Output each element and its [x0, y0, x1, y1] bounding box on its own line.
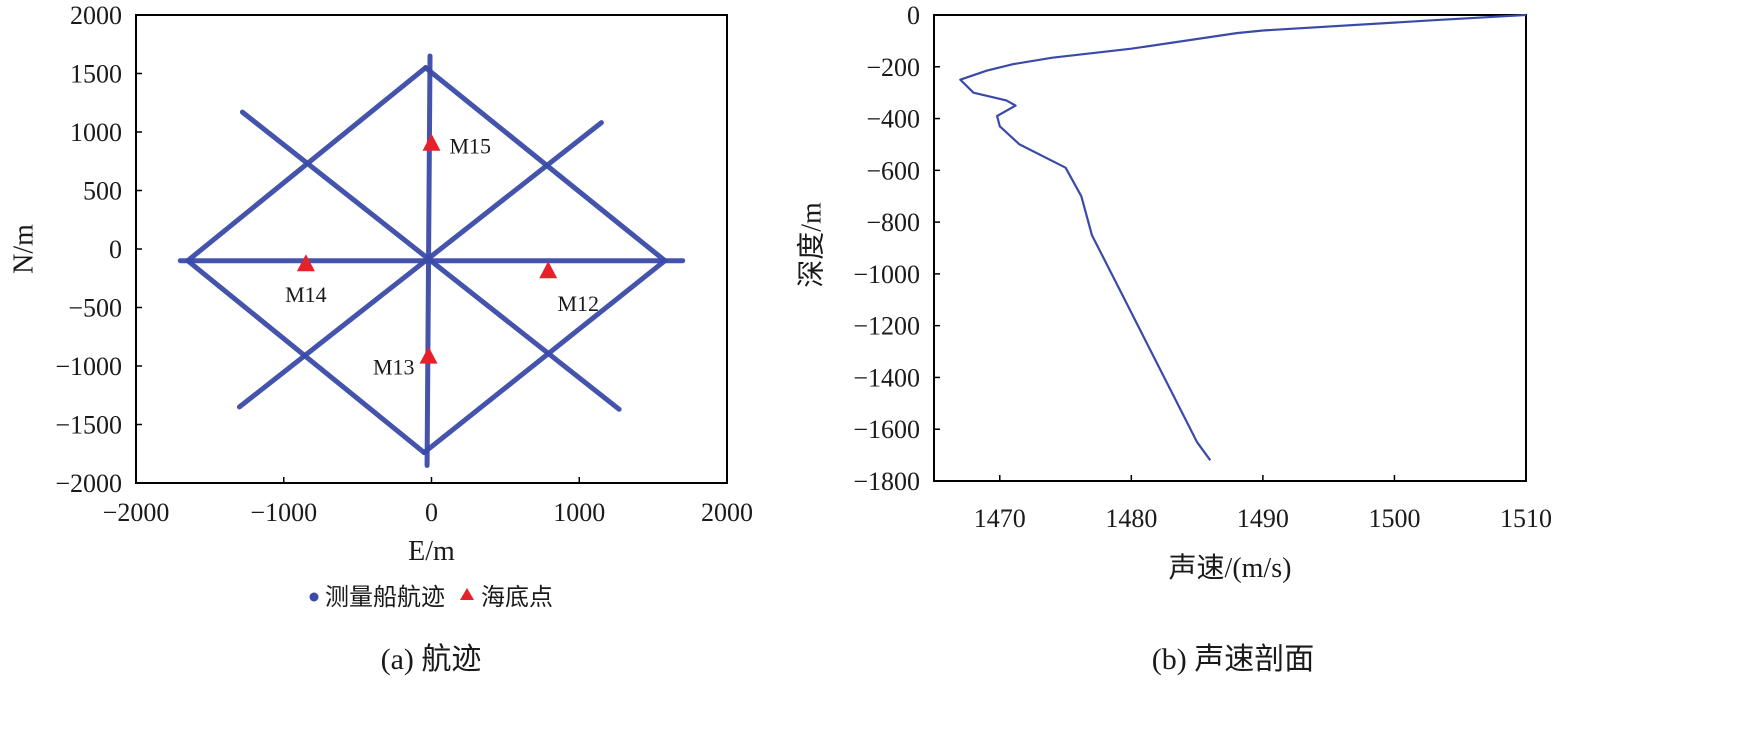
chart-b-x-tick-label: 1490 — [1237, 504, 1289, 533]
chart-b-x-tick-label: 1480 — [1105, 504, 1157, 533]
chart-b-y-tick-label: −1600 — [853, 415, 920, 444]
chart-a-track-line — [421, 258, 668, 456]
legend-label: 测量船航迹 — [325, 584, 445, 611]
chart-b-sound-speed-line — [959, 13, 1527, 461]
chart-a-seabed-point-marker — [296, 254, 315, 272]
chart-a-y-tick-label: 1500 — [70, 60, 122, 89]
chart-b-x-tick-label: 1510 — [1500, 504, 1552, 533]
chart-b-y-tick-label: −600 — [866, 156, 920, 185]
chart-a-track-line — [185, 65, 429, 264]
chart-b-y-tick-label: −800 — [866, 208, 920, 237]
chart-a-x-tick-label: 2000 — [701, 498, 753, 527]
chart-a-track-series — [177, 53, 686, 468]
chart-a-y-tick-label: −1000 — [55, 352, 122, 381]
chart-a-y-axis-title: N/m — [8, 224, 39, 274]
chart-b-y-tick-label: −1800 — [853, 467, 920, 496]
chart-a-y-tick-label: 0 — [109, 235, 122, 264]
chart-b-y-tick-label: −1400 — [853, 363, 920, 392]
chart-a-y-tick-label: −1500 — [55, 411, 122, 440]
chart-a-track-line — [239, 109, 622, 412]
legend-triangle-icon — [460, 588, 474, 600]
chart-a-y-tick-label: −2000 — [55, 469, 122, 498]
legend-label: 海底点 — [481, 584, 553, 611]
chart-a-seabed-point-label: M13 — [373, 355, 415, 380]
chart-a-seabed-point-label: M12 — [557, 291, 599, 316]
chart-b-plot-frame — [933, 14, 1527, 482]
chart-a-x-tick-label: 1000 — [553, 498, 605, 527]
chart-a-y-tick-label: 2000 — [70, 1, 122, 30]
chart-b-x-axis-title: 声速/(m/s) — [1169, 552, 1292, 584]
chart-a-y-tick-label: 1000 — [70, 118, 122, 147]
chart-a-x-tick-label: −1000 — [250, 498, 317, 527]
chart-b-caption: (b) 声速剖面 — [1152, 643, 1314, 676]
chart-b-x-tick-label: 1470 — [974, 504, 1026, 533]
chart-b-y-tick-label: −1200 — [853, 312, 920, 341]
chart-b-x-tick-label: 1500 — [1368, 504, 1420, 533]
chart-a-seabed-point-label: M15 — [450, 134, 492, 159]
chart-a-y-tick-label: 500 — [83, 177, 122, 206]
chart-a-seabed-point-marker — [419, 346, 438, 364]
chart-a-seabed-point-label: M14 — [285, 282, 327, 307]
chart-b-y-tick-label: −1000 — [853, 260, 920, 289]
chart-b-y-tick-label: 0 — [907, 1, 920, 30]
chart-a-track-line — [236, 120, 604, 410]
legend-circle-icon — [309, 592, 319, 602]
chart-a-track-line — [423, 65, 668, 264]
chart-a-x-tick-label: 0 — [425, 498, 438, 527]
chart-a-seabed-point-marker — [539, 261, 558, 279]
chart-a-track-line — [185, 258, 427, 456]
chart-b-y-tick-label: −200 — [866, 53, 920, 82]
chart-a-caption: (a) 航迹 — [381, 643, 482, 676]
chart-b-y-axis-title: 深度/m — [795, 202, 827, 288]
chart-a-y-tick-label: −500 — [68, 294, 122, 323]
chart-a-seabed-point-marker — [422, 133, 441, 151]
chart-b-y-tick-label: −400 — [866, 105, 920, 134]
chart-a-x-axis-title: E/m — [408, 536, 455, 567]
chart-a-x-tick-label: −2000 — [103, 498, 170, 527]
